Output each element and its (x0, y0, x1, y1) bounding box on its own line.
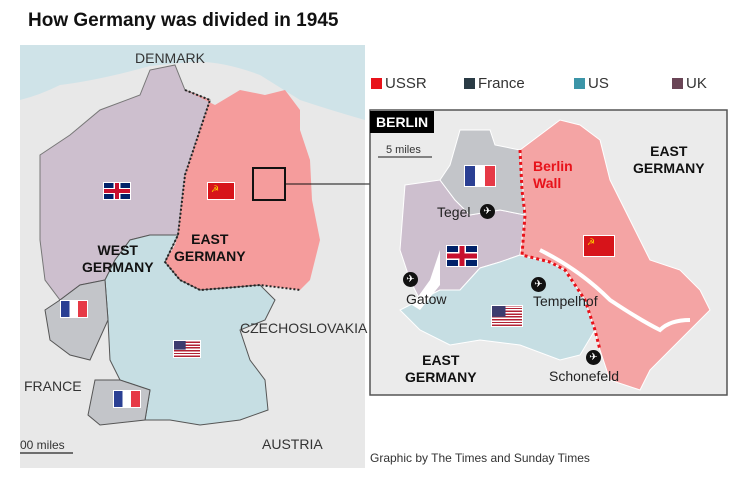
airport-schonefeld: Schonefeld (549, 368, 620, 384)
label-line: Wall (533, 175, 562, 191)
label-east-germany-ne: EAST GERMANY (633, 143, 705, 177)
ussr-zone (165, 90, 320, 290)
berlin-wall-line (518, 149, 602, 351)
france-flag-icon (464, 165, 496, 187)
legend-swatch (371, 78, 382, 89)
label-line: EAST (650, 143, 688, 159)
legend-ussr: USSR (371, 75, 427, 92)
legend-swatch (672, 78, 683, 89)
spree-river (539, 248, 691, 333)
legend-france: France (464, 75, 525, 92)
airport-tegel: Tegel (437, 204, 471, 220)
label-line: GERMANY (174, 248, 246, 264)
label-line: WEST (97, 242, 138, 258)
berlin-tag: BERLIN (370, 111, 435, 133)
legend-label: France (478, 75, 525, 92)
legend-swatch (574, 78, 585, 89)
inner-border (163, 89, 301, 292)
label-east-germany-sw: EAST GERMANY (405, 352, 477, 386)
airport-gatow: Gatow (406, 291, 447, 307)
label-line: Berlin (533, 158, 573, 174)
main-scale-label: 00 miles (20, 438, 65, 452)
label-line: GERMANY (633, 160, 705, 176)
page-title: How Germany was divided in 1945 (28, 10, 339, 31)
airplane-icon: ✈ (531, 277, 546, 292)
legend-swatch (464, 78, 475, 89)
us-flag-icon (173, 340, 201, 358)
berlin-scale-label: 5 miles (386, 144, 421, 156)
uk-flag-icon (103, 182, 131, 200)
label-line: GERMANY (405, 369, 477, 385)
legend-uk: UK (672, 75, 707, 92)
label-line: EAST (422, 352, 460, 368)
label-france: FRANCE (24, 378, 82, 394)
ussr-flag-icon (207, 182, 235, 200)
legend-us: US (574, 75, 609, 92)
legend-label: UK (686, 75, 707, 92)
france-flag-icon (60, 300, 88, 318)
berlin-inset (369, 109, 728, 396)
airport-tempelhof: Tempelhof (533, 293, 598, 309)
label-west-germany: WEST GERMANY (82, 242, 154, 276)
label-line: EAST (191, 231, 229, 247)
airplane-icon: ✈ (480, 204, 495, 219)
airplane-icon: ✈ (586, 350, 601, 365)
label-east-germany: EAST GERMANY (174, 231, 246, 265)
label-berlin-wall: Berlin Wall (533, 158, 573, 192)
uk-flag-icon (446, 245, 478, 267)
label-austria: AUSTRIA (262, 436, 323, 452)
sea (20, 45, 365, 120)
berlin-ussr-sector (519, 119, 711, 391)
label-line: GERMANY (82, 259, 154, 275)
credit: Graphic by The Times and Sunday Times (370, 451, 590, 465)
us-flag-icon (491, 305, 523, 327)
havel-river (412, 250, 440, 310)
label-denmark: DENMARK (135, 50, 206, 66)
label-czechoslovakia: CZECHOSLOVAKIA (240, 320, 368, 336)
legend-label: USSR (385, 75, 427, 92)
airplane-icon: ✈ (403, 272, 418, 287)
ussr-flag-icon (583, 235, 615, 257)
france-flag-icon (113, 390, 141, 408)
legend-label: US (588, 75, 609, 92)
